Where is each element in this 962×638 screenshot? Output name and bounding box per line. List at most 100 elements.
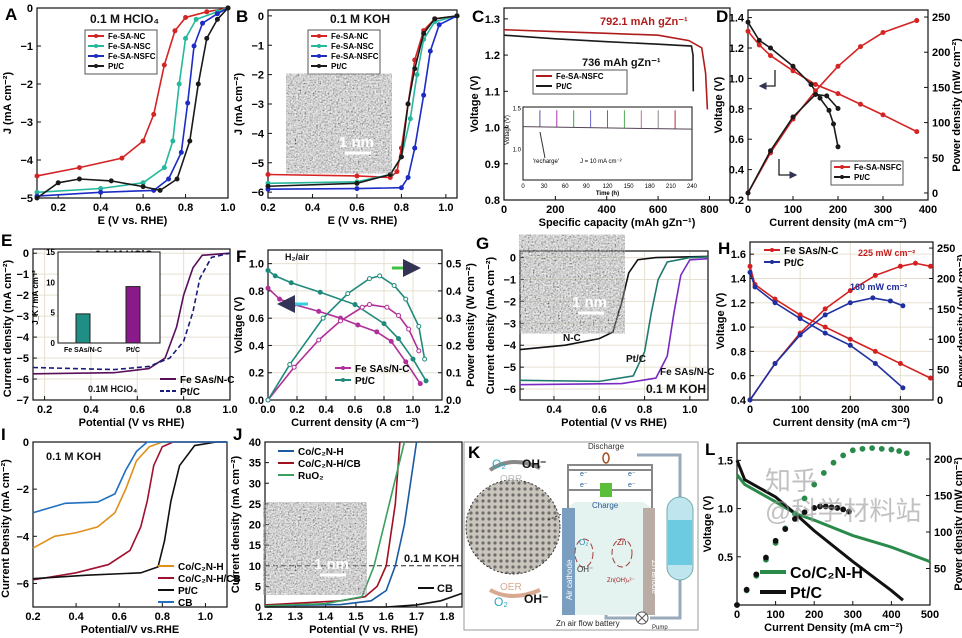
y-tick-label: −1	[503, 274, 516, 286]
x-tick-label: 0.4	[546, 404, 562, 416]
data-point	[859, 445, 866, 452]
data-point	[834, 505, 841, 511]
inset-y-axis-label: J_K / mA cm⁻²	[31, 270, 40, 325]
y2-tick-label: 150	[932, 82, 950, 94]
legend-marker	[770, 248, 774, 252]
y2-tick-label: 200	[934, 454, 952, 466]
y-tick-label: −5	[503, 362, 516, 374]
y-tick-label: −2	[16, 290, 29, 302]
legend-marker	[840, 165, 844, 169]
air-cathode-label: Air cathode	[565, 559, 574, 600]
right-axis-arrow-icon	[778, 159, 798, 179]
panel-letter: F	[236, 247, 246, 266]
data-point	[172, 28, 178, 34]
y-tick-label: −7	[16, 395, 29, 407]
x-tick-label: 1.0	[222, 404, 237, 416]
inset-x-tick-label: 180	[645, 184, 656, 190]
y-axis-label: Voltage (V)	[713, 76, 725, 133]
y-axis-label: Current density (mA cm⁻²)	[2, 259, 14, 397]
data-point	[187, 138, 193, 144]
y-tick-label: 0	[23, 437, 29, 449]
data-point	[414, 72, 420, 78]
y-tick-label: 1.1	[485, 86, 500, 98]
inset-y-tick-label: 15	[46, 248, 55, 257]
data-point	[265, 267, 271, 273]
x-tick-label: 0.4	[68, 611, 84, 623]
series-line	[503, 28, 709, 110]
inset-pointer	[539, 131, 546, 159]
y2-tick-label: 200	[932, 47, 950, 59]
y-tick-label: −2	[20, 79, 33, 91]
x-tick-label: 0.4	[318, 404, 334, 416]
series-line	[519, 255, 709, 351]
annotation: H₂/air	[285, 252, 310, 262]
data-point	[34, 173, 40, 179]
y-tick-label: −6	[16, 374, 29, 386]
inset-x-tick-label: 240	[687, 184, 698, 190]
data-point	[811, 505, 818, 511]
series-line	[36, 7, 229, 194]
panel-c: 0 200 400 600 8000.80.91.01.11.21.3Specific …	[469, 7, 731, 229]
y2-tick-label: 100	[937, 334, 955, 346]
data-point	[352, 302, 358, 308]
data-point	[772, 361, 778, 367]
data-point	[421, 92, 427, 98]
data-point	[847, 288, 853, 294]
y-tick-label: 1.2	[485, 50, 500, 62]
data-point	[98, 189, 104, 195]
data-point	[151, 111, 157, 117]
panel-letter: G	[476, 234, 489, 253]
x-tick-label: 0.6	[135, 202, 150, 214]
data-point	[388, 338, 394, 344]
cell-oh-label: OH⁻	[577, 565, 593, 574]
y-tick-label: 0.4	[249, 340, 265, 352]
x-axis-label: Current density (A cm⁻²)	[291, 417, 419, 429]
data-point	[381, 321, 387, 327]
data-point	[193, 16, 199, 22]
tem-inset-image	[528, 243, 616, 325]
legend-label: Pt/C	[854, 173, 870, 182]
y-tick-label: 1.0	[731, 322, 746, 334]
data-point	[797, 316, 803, 322]
legend-marker	[341, 366, 345, 370]
legend-label: CB	[178, 598, 192, 609]
x-axis-label: Current Density (mA cm⁻²)	[764, 622, 903, 634]
y-tick-label: 30	[249, 478, 261, 490]
data-point	[912, 260, 918, 266]
data-point	[747, 397, 753, 403]
y2-tick-label: 0	[932, 188, 938, 200]
data-point	[367, 276, 372, 282]
series-line	[264, 441, 406, 607]
inset-y-tick-label: 0	[51, 339, 56, 348]
data-point	[178, 149, 184, 155]
data-point	[914, 129, 920, 135]
data-point	[745, 28, 751, 34]
x-tick-label: 800	[700, 204, 718, 216]
y2-tick-label: 50	[932, 153, 944, 165]
y-tick-label: −4	[20, 155, 33, 167]
panel-j: 1.2 1.3 1.4 1.5 1.6 1.7 1.8 0 5 10 15 20 25 30 35 40 Pot…	[230, 425, 463, 636]
series-line	[264, 441, 418, 607]
pump-label: Pump	[652, 625, 668, 631]
panel-l: 0 100 200 300 400 5000.51.01.550100150200Curr…	[702, 440, 962, 634]
data-point	[790, 63, 796, 69]
data-point	[412, 145, 418, 151]
panel-d: 0 100 200 300 400 0.2 0.4 0.6 0.8 1.0 1.2 1.4 0 50 100…	[713, 7, 962, 229]
x-tick-label: 1.5	[348, 611, 363, 623]
data-point	[403, 359, 409, 365]
y2-tick-label: 0	[937, 395, 943, 407]
legend-label: Fe SAs/N-C	[180, 375, 234, 386]
plot-frame	[32, 441, 228, 608]
oer-oh-label: OH⁻	[524, 592, 548, 606]
plot-frame	[32, 248, 231, 401]
data-point	[878, 445, 885, 452]
annotation: 0.1 M HClO₄	[90, 12, 159, 26]
y-axis-label: Voltage (V)	[702, 495, 714, 552]
legend-label: Pt/C	[108, 62, 124, 71]
data-point	[183, 15, 189, 20]
x-tick-label: 0.6	[112, 611, 127, 623]
legend-label: Co/C₂N-H	[298, 447, 344, 458]
data-point	[747, 263, 753, 269]
annotation: 0.1M HClO₄	[88, 384, 137, 394]
